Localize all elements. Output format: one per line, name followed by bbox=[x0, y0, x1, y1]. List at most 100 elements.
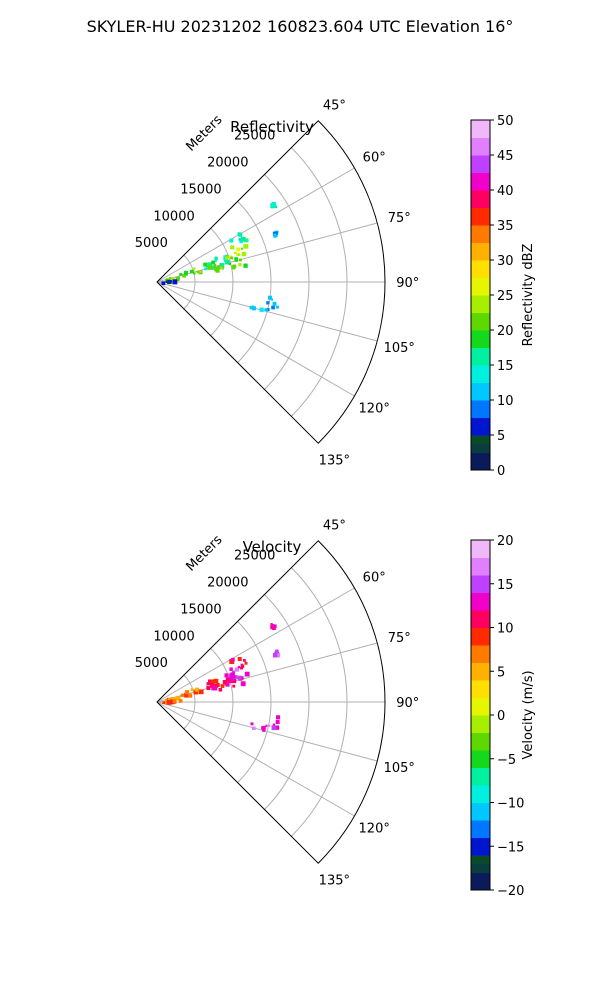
echo-region bbox=[229, 232, 249, 244]
radial-tick-label: 10000 bbox=[153, 629, 194, 644]
colorbar-tick-label: 20 bbox=[497, 324, 514, 339]
echo-gate bbox=[238, 238, 242, 241]
echo-gate bbox=[242, 658, 246, 662]
angle-tick-label: 135° bbox=[319, 873, 350, 888]
echo-gate bbox=[209, 682, 215, 688]
angle-tick-label: 120° bbox=[359, 401, 390, 416]
colorbar-segment bbox=[471, 688, 490, 698]
angle-tick-label: 75° bbox=[388, 211, 411, 226]
echo-gate bbox=[161, 281, 166, 286]
colorbar-segment bbox=[471, 732, 490, 742]
echo-gate bbox=[241, 247, 244, 250]
echo-region bbox=[272, 649, 281, 658]
radial-tick-label: 20000 bbox=[207, 576, 248, 591]
echo-gate bbox=[192, 271, 196, 275]
colorbar-segment bbox=[471, 776, 490, 786]
colorbar-segment bbox=[471, 566, 490, 576]
echo-region bbox=[229, 656, 248, 669]
colorbar-segment bbox=[471, 435, 490, 445]
echo-gate bbox=[207, 265, 213, 270]
echo-gate bbox=[275, 649, 279, 654]
echo-gate bbox=[262, 728, 266, 732]
echo-gate bbox=[228, 262, 231, 266]
colorbar-tick-label: 40 bbox=[497, 184, 514, 199]
colorbar-tick-label: 50 bbox=[497, 114, 514, 129]
echo-gate bbox=[271, 725, 277, 731]
echo-gate bbox=[237, 675, 242, 680]
angle-tick-label: 135° bbox=[319, 453, 350, 468]
colorbar-segment bbox=[471, 216, 490, 226]
echo-gate bbox=[224, 260, 230, 265]
echo-gate bbox=[232, 246, 235, 249]
angle-tick-label: 105° bbox=[384, 761, 415, 776]
colorbar-segment bbox=[471, 225, 490, 235]
echo-gate bbox=[228, 679, 233, 684]
colorbar-segment bbox=[471, 347, 490, 357]
echo-gate bbox=[214, 256, 218, 260]
radial-axis-label: Meters bbox=[183, 532, 225, 574]
colorbar-segment bbox=[471, 330, 490, 340]
echo-gate bbox=[206, 682, 210, 686]
azimuth-spoke bbox=[156, 701, 378, 762]
echo-gate bbox=[174, 696, 178, 700]
echo-gate bbox=[275, 305, 279, 309]
echo-gate bbox=[196, 270, 200, 274]
echo-gate bbox=[193, 689, 199, 695]
radial-tick-label: 5000 bbox=[135, 236, 168, 251]
echo-gate bbox=[250, 722, 254, 726]
echo-gate bbox=[171, 277, 175, 281]
colorbar-tick-label: 15 bbox=[497, 578, 514, 593]
colorbar-segment bbox=[471, 723, 490, 733]
echo-gate bbox=[271, 203, 275, 207]
angle-tick-label: 90° bbox=[396, 696, 419, 711]
echo-gate bbox=[221, 267, 224, 270]
colorbar-segment bbox=[471, 785, 490, 795]
echo-gate bbox=[184, 692, 189, 698]
echo-region bbox=[268, 715, 281, 731]
echo-gate bbox=[180, 693, 185, 697]
echo-gate bbox=[251, 306, 256, 311]
radial-axis-label: Meters bbox=[183, 112, 225, 154]
echo-gate bbox=[184, 690, 190, 695]
colorbar-segment bbox=[471, 820, 490, 830]
echo-gate bbox=[229, 238, 234, 243]
echo-gate bbox=[215, 268, 220, 273]
colorbar-segment bbox=[471, 120, 490, 130]
echo-gate bbox=[194, 687, 199, 692]
colorbar-tick-label: 10 bbox=[497, 394, 514, 409]
colorbar-segment bbox=[471, 758, 490, 768]
colorbar-segment bbox=[471, 242, 490, 252]
sector-frame bbox=[156, 120, 386, 444]
echo-gate bbox=[238, 263, 242, 267]
echo-gate bbox=[275, 720, 280, 725]
echo-region bbox=[249, 305, 270, 312]
echo-gate bbox=[244, 671, 250, 677]
colorbar-segment bbox=[471, 155, 490, 165]
colorbar-tick-label: 10 bbox=[497, 622, 514, 637]
echo-gate bbox=[170, 696, 175, 701]
echo-gate bbox=[273, 234, 277, 238]
echo-gate bbox=[169, 699, 175, 704]
colorbar-segment bbox=[471, 181, 490, 191]
echo-gate bbox=[275, 652, 281, 658]
colorbar-segment bbox=[471, 741, 490, 751]
echo-gate bbox=[240, 681, 246, 687]
colorbar-segment bbox=[471, 417, 490, 427]
echo-gate bbox=[237, 232, 241, 236]
colorbar-segment bbox=[471, 872, 490, 882]
echo-gate bbox=[274, 725, 280, 730]
colorbar-segment bbox=[471, 286, 490, 296]
colorbar-segment bbox=[471, 426, 490, 436]
colorbar-segment bbox=[471, 260, 490, 270]
echo-gate bbox=[172, 699, 177, 704]
colorbar-segment bbox=[471, 400, 490, 410]
echo-gate bbox=[259, 307, 264, 312]
echo-gate bbox=[220, 266, 223, 269]
colorbar-segment bbox=[471, 373, 490, 383]
colorbar-segment bbox=[471, 452, 490, 462]
echo-gate bbox=[266, 308, 270, 312]
echo-region bbox=[161, 279, 178, 286]
echo-gate bbox=[173, 279, 177, 282]
colorbar-segment bbox=[471, 837, 490, 847]
echo-gate bbox=[189, 269, 194, 274]
